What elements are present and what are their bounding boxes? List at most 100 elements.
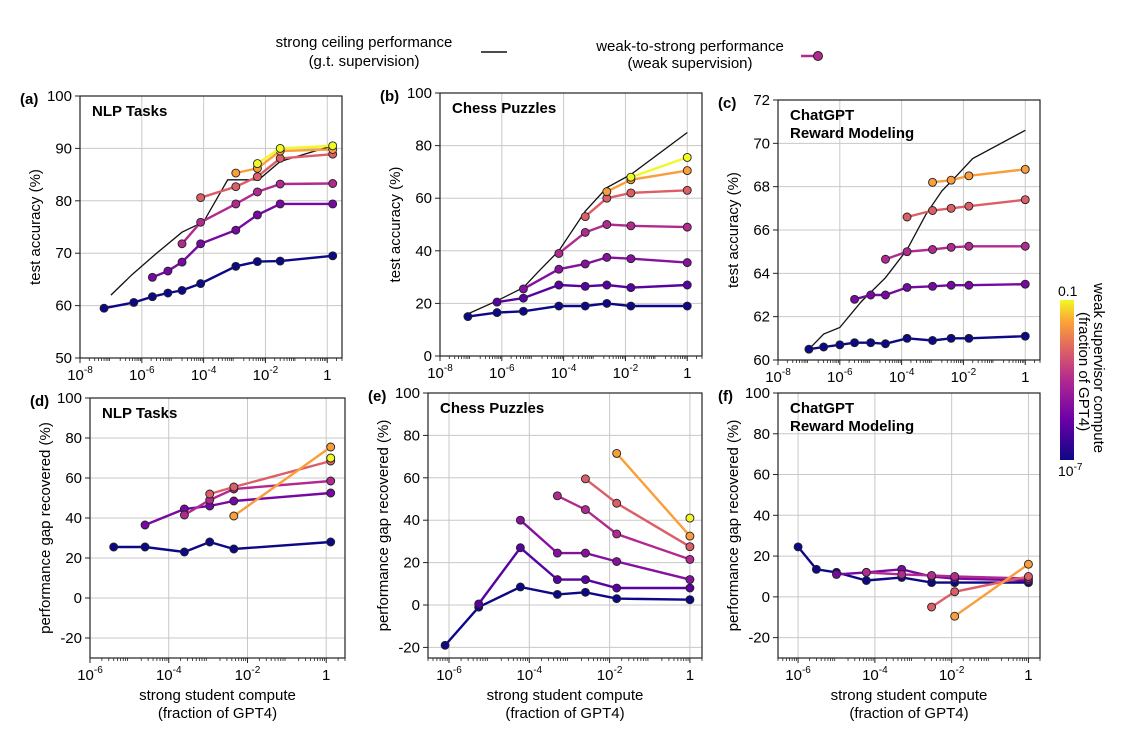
data-point-b-1-0 <box>492 297 502 307</box>
y-axis-label-d: performance gap recovered (%) <box>37 422 54 634</box>
panel-label-a: (a) <box>20 91 38 108</box>
panel-title-c-1: Reward Modeling <box>790 125 914 142</box>
data-point-e-1-1 <box>515 543 525 553</box>
data-point-b-3-2 <box>602 220 612 229</box>
colorbar-bottom-label: 10-7 <box>1058 462 1083 479</box>
data-point-a-0-0 <box>99 303 109 313</box>
x-tick-label-d-0: 10-6 <box>77 665 103 684</box>
y-tick-label-f-4: 60 <box>753 467 770 484</box>
series-line-c-1 <box>854 283 1026 301</box>
series-line-e-5 <box>615 452 691 537</box>
panel-f: -20 0 20 40 60 80 100 10-6 10-4 10-2 1 (f) ChatGPTRe… <box>718 385 1041 722</box>
data-point-b-2-4 <box>626 254 636 264</box>
data-point-e-0-3 <box>552 589 562 599</box>
x-tick-label-f-1: 10-4 <box>862 665 888 684</box>
data-point-e-5-0 <box>612 448 622 458</box>
x-tick-label-e-0: 10-6 <box>436 665 462 684</box>
x-tick-label-a-1: 10-6 <box>129 365 155 384</box>
y-tick-label-e-2: 20 <box>403 555 420 572</box>
data-point-c-3-3 <box>964 201 974 211</box>
data-point-b-2-2 <box>580 259 590 269</box>
y-tick-label-d-4: 60 <box>65 470 82 487</box>
data-point-d-2-0 <box>179 510 189 520</box>
data-point-b-1-1 <box>518 293 528 303</box>
y-tick-label-b-1: 20 <box>415 295 432 312</box>
data-point-f-4-0 <box>950 611 960 621</box>
data-point-d-5-0 <box>326 453 336 463</box>
x-tick-label-e-2: 10-2 <box>597 665 623 684</box>
data-point-b-3-0 <box>554 248 564 258</box>
colorbar-top-label: 0.1 <box>1058 283 1078 299</box>
data-point-d-1-0 <box>140 520 150 530</box>
data-point-b-0-4 <box>580 301 590 311</box>
panel-title-c-0: ChatGPT <box>790 107 854 124</box>
data-point-c-1-1 <box>866 290 876 300</box>
y-tick-label-e-3: 40 <box>403 512 420 529</box>
x-tick-label-a-3: 10-2 <box>253 365 279 384</box>
data-point-a-3-2 <box>252 172 262 182</box>
data-point-f-3-2 <box>1023 572 1033 581</box>
y-axis-label-f: performance gap recovered (%) <box>725 420 742 632</box>
data-point-f-3-1 <box>950 587 960 597</box>
data-point-a-2-4 <box>275 179 285 189</box>
series-line-a-0 <box>103 254 333 310</box>
data-point-c-2-3 <box>946 242 956 252</box>
x-tick-label-e-3: 1 <box>686 667 694 684</box>
data-point-e-4-2 <box>685 542 695 552</box>
data-point-f-2-0 <box>861 567 871 577</box>
y-tick-label-c-0: 60 <box>753 352 770 369</box>
series-line-e-4 <box>584 477 691 548</box>
data-point-c-2-5 <box>1020 241 1030 251</box>
data-point-a-0-5 <box>196 279 206 289</box>
data-point-b-2-1 <box>554 264 564 274</box>
x-tick-label-b-4: 1 <box>683 365 691 382</box>
panel-label-b: (b) <box>380 88 399 105</box>
series-line-a-4 <box>235 148 333 175</box>
data-point-a-2-5 <box>328 179 338 188</box>
data-point-c-2-2 <box>928 245 937 254</box>
data-point-e-1-3 <box>580 575 590 585</box>
data-point-c-1-7 <box>1020 279 1030 289</box>
y-tick-label-f-1: 0 <box>762 589 770 606</box>
data-point-f-0-0 <box>793 542 803 552</box>
data-point-b-3-1 <box>580 227 590 237</box>
data-point-e-0-6 <box>685 595 695 605</box>
data-point-c-4-3 <box>1020 164 1030 174</box>
data-point-e-3-2 <box>612 529 622 539</box>
data-point-d-0-1 <box>140 542 150 552</box>
panel-b: 0 20 40 60 80 100 10-8 10-6 10-4 10-2 1 (b) Chess Pu… <box>380 85 703 382</box>
y-axis-label-c: test accuracy (%) <box>725 172 742 288</box>
data-point-b-4-0 <box>580 212 590 222</box>
ceiling-line-a <box>110 145 333 296</box>
x-axis-label-e-0: strong student compute <box>487 687 644 704</box>
data-point-b-1-6 <box>682 280 692 290</box>
data-point-a-0-7 <box>252 257 262 267</box>
data-point-e-1-5 <box>685 583 695 593</box>
y-tick-label-a-1: 60 <box>55 298 72 315</box>
data-point-e-1-4 <box>612 583 622 593</box>
y-tick-label-b-0: 0 <box>424 348 432 365</box>
legend-w2s-marker <box>813 51 823 61</box>
data-point-c-1-3 <box>902 282 912 292</box>
x-tick-label-a-0: 10-8 <box>67 365 93 384</box>
data-point-b-4-3 <box>682 185 692 195</box>
data-point-e-0-5 <box>612 594 622 604</box>
x-tick-label-b-0: 10-8 <box>427 363 453 382</box>
data-point-c-1-2 <box>881 290 890 300</box>
data-point-e-4-0 <box>580 474 590 484</box>
data-point-e-0-4 <box>580 587 590 597</box>
panel-title-d-0: NLP Tasks <box>102 405 177 422</box>
data-point-e-0-0 <box>440 640 450 650</box>
data-point-a-0-3 <box>163 288 173 298</box>
data-point-d-0-4 <box>229 544 239 554</box>
x-tick-label-d-3: 1 <box>322 667 330 684</box>
data-point-b-1-3 <box>580 281 590 291</box>
y-tick-label-e-4: 60 <box>403 470 420 487</box>
series-line-b-4 <box>584 189 688 218</box>
x-tick-label-f-2: 10-2 <box>939 665 965 684</box>
series-line-b-2 <box>522 256 688 290</box>
y-tick-label-c-1: 62 <box>753 309 770 326</box>
data-point-b-2-3 <box>602 252 612 262</box>
data-point-a-1-7 <box>328 199 338 209</box>
